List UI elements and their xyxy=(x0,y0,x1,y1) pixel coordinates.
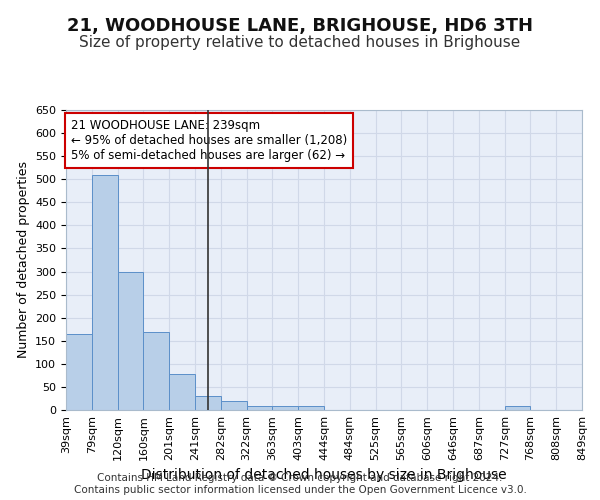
Bar xyxy=(66,334,92,410)
Text: 21 WOODHOUSE LANE: 239sqm
← 95% of detached houses are smaller (1,208)
5% of sem: 21 WOODHOUSE LANE: 239sqm ← 95% of detac… xyxy=(71,119,347,162)
Bar xyxy=(272,406,298,410)
Bar xyxy=(92,174,118,410)
Text: 21, WOODHOUSE LANE, BRIGHOUSE, HD6 3TH: 21, WOODHOUSE LANE, BRIGHOUSE, HD6 3TH xyxy=(67,18,533,36)
Bar xyxy=(118,272,143,410)
Bar xyxy=(505,406,530,410)
X-axis label: Distribution of detached houses by size in Brighouse: Distribution of detached houses by size … xyxy=(141,468,507,482)
Bar xyxy=(143,332,169,410)
Text: Contains HM Land Registry data © Crown copyright and database right 2024.
Contai: Contains HM Land Registry data © Crown c… xyxy=(74,474,526,495)
Bar xyxy=(169,374,195,410)
Y-axis label: Number of detached properties: Number of detached properties xyxy=(17,162,29,358)
Bar xyxy=(247,406,272,410)
Bar xyxy=(298,406,324,410)
Bar xyxy=(195,396,221,410)
Text: Size of property relative to detached houses in Brighouse: Size of property relative to detached ho… xyxy=(79,35,521,50)
Bar xyxy=(221,401,247,410)
